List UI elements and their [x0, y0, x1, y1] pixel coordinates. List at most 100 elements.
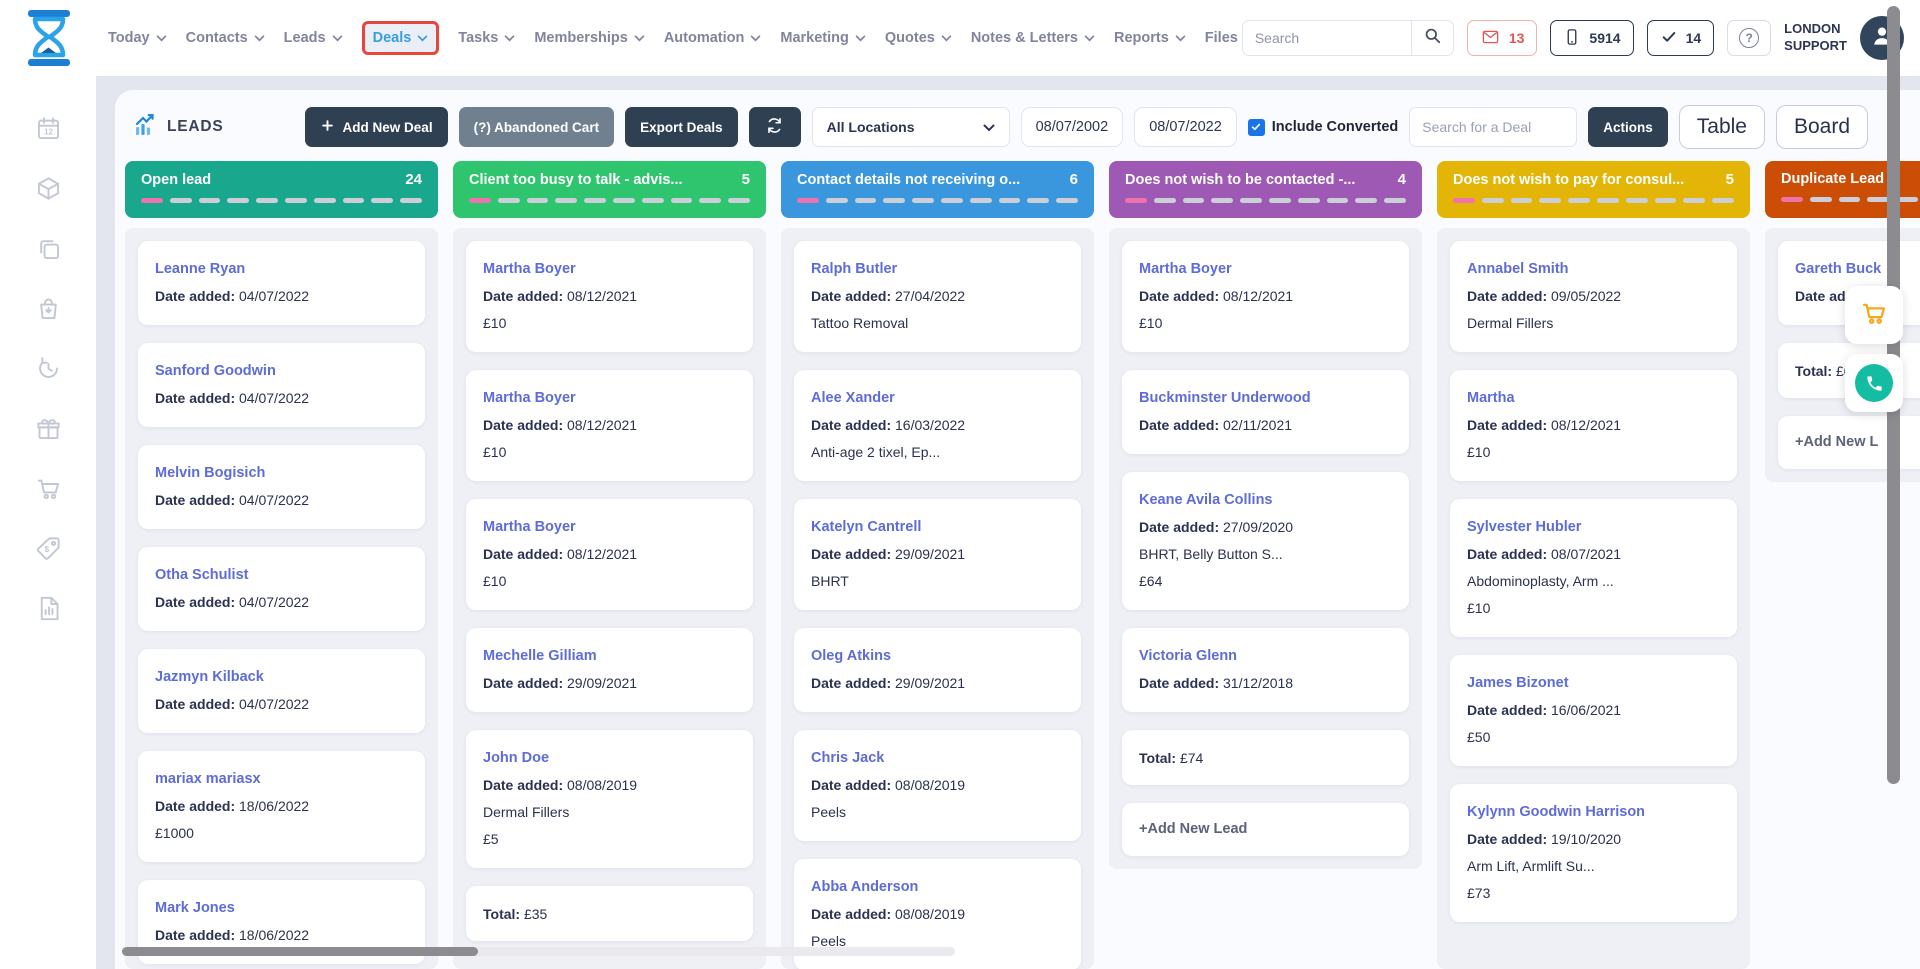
lead-name-link[interactable]: Jazmyn Kilback — [155, 669, 264, 685]
board-view-button[interactable]: Board — [1775, 105, 1869, 149]
sidebar-calendar-icon[interactable]: 12 — [35, 114, 62, 142]
lead-name-link[interactable]: Gareth Buck — [1795, 261, 1882, 277]
nav-item-marketing[interactable]: Marketing — [780, 30, 866, 46]
lead-card[interactable]: Sanford Goodwin Date added: 04/07/2022 — [138, 343, 425, 427]
lead-name-link[interactable]: James Bizonet — [1467, 675, 1569, 691]
search-input[interactable] — [1242, 30, 1411, 46]
lead-card[interactable]: Melvin Bogisich Date added: 04/07/2022 — [138, 445, 425, 529]
lead-card[interactable]: Kylynn Goodwin Harrison Date added: 19/10… — [1450, 784, 1737, 922]
tasks-button[interactable]: 14 — [1646, 20, 1715, 56]
lead-card[interactable]: Otha Schulist Date added: 04/07/2022 — [138, 547, 425, 631]
lead-card[interactable]: Martha Boyer Date added: 08/12/2021 £10 — [466, 499, 753, 610]
lead-name-link[interactable]: Ralph Butler — [811, 261, 898, 277]
horizontal-scrollbar[interactable] — [122, 947, 478, 956]
refresh-button[interactable] — [748, 107, 801, 147]
lead-card[interactable]: Buckminster Underwood Date added: 02/11/2… — [1122, 370, 1409, 454]
lead-card[interactable]: Keane Avila Collins Date added: 27/09/202… — [1122, 472, 1409, 610]
nav-item-tasks[interactable]: Tasks — [458, 30, 515, 46]
lead-name-link[interactable]: Kylynn Goodwin Harrison — [1467, 804, 1646, 820]
column-header[interactable]: Does not wish to pay for consul... 5 — [1437, 161, 1750, 218]
search-button[interactable] — [1410, 21, 1453, 55]
include-converted-checkbox[interactable]: Include Converted — [1247, 118, 1398, 136]
actions-button[interactable]: Actions — [1588, 107, 1668, 147]
lead-name-link[interactable]: Martha Boyer — [1139, 261, 1232, 277]
column-total-card[interactable]: Total: £74 — [1122, 730, 1409, 785]
column-header[interactable]: Contact details not receiving o... 6 — [781, 161, 1094, 218]
date-to-input[interactable]: 08/07/2022 — [1134, 107, 1237, 147]
checkbox-checked-icon[interactable] — [1247, 118, 1265, 136]
column-header[interactable]: Does not wish to be contacted -... 4 — [1109, 161, 1422, 218]
lead-card[interactable]: Ralph Butler Date added: 27/04/2022 Tattoo… — [794, 241, 1081, 352]
lead-card[interactable]: Jazmyn Kilback Date added: 04/07/2022 — [138, 649, 425, 733]
lead-name-link[interactable]: Martha — [1467, 390, 1515, 406]
lead-name-link[interactable]: Leanne Ryan — [155, 261, 246, 277]
add-new-deal-button[interactable]: Add New Deal — [304, 107, 448, 147]
sidebar-shopping-bag-icon[interactable] — [35, 294, 62, 322]
lead-name-link[interactable]: Melvin Bogisich — [155, 465, 266, 481]
date-from-input[interactable]: 08/07/2002 — [1020, 107, 1124, 147]
add-new-lead-card[interactable]: +Add New Lead — [1122, 803, 1409, 856]
nav-item-contacts[interactable]: Contacts — [186, 30, 265, 46]
lead-name-link[interactable]: Victoria Glenn — [1139, 648, 1238, 664]
nav-item-reports[interactable]: Reports — [1114, 30, 1186, 46]
sidebar-package-icon[interactable] — [35, 174, 62, 202]
lead-name-link[interactable]: Chris Jack — [811, 750, 885, 766]
lead-name-link[interactable]: Sylvester Hubler — [1467, 519, 1582, 535]
lead-name-link[interactable]: Mechelle Gilliam — [483, 648, 597, 664]
mail-notifications-button[interactable]: 13 — [1466, 20, 1538, 56]
lead-card[interactable]: James Bizonet Date added: 16/06/2021 £50 — [1450, 655, 1737, 766]
nav-item-notes-letters[interactable]: Notes & Letters — [971, 30, 1095, 46]
deal-search-input[interactable] — [1409, 107, 1578, 147]
lead-card[interactable]: Annabel Smith Date added: 09/05/2022 Derma… — [1450, 241, 1737, 352]
lead-name-link[interactable]: Buckminster Underwood — [1139, 390, 1311, 406]
sidebar-gift-icon[interactable] — [35, 414, 62, 442]
phone-fab-button[interactable] — [1845, 354, 1903, 412]
column-total-card[interactable]: Total: £35 — [466, 886, 753, 941]
sidebar-price-tag-icon[interactable]: $ — [35, 534, 62, 562]
calls-button[interactable]: 5914 — [1550, 20, 1634, 56]
column-header[interactable]: Open lead 24 — [125, 161, 438, 218]
lead-card[interactable]: Katelyn Cantrell Date added: 29/09/2021 BH… — [794, 499, 1081, 610]
nav-item-files[interactable]: Files — [1205, 30, 1238, 46]
location-filter-select[interactable]: All Locations — [811, 107, 1010, 147]
lead-name-link[interactable]: Martha Boyer — [483, 261, 576, 277]
nav-item-today[interactable]: Today — [108, 30, 167, 46]
lead-name-link[interactable]: Keane Avila Collins — [1139, 492, 1273, 508]
lead-card[interactable]: Martha Date added: 08/12/2021 £10 — [1450, 370, 1737, 481]
lead-card[interactable]: Alee Xander Date added: 16/03/2022 Anti-ag… — [794, 370, 1081, 481]
sidebar-cart-icon[interactable] — [35, 474, 62, 502]
lead-card[interactable]: mariax mariasx Date added: 18/06/2022 £100… — [138, 751, 425, 862]
lead-name-link[interactable]: John Doe — [483, 750, 550, 766]
nav-item-leads[interactable]: Leads — [284, 30, 343, 46]
lead-name-link[interactable]: Katelyn Cantrell — [811, 519, 922, 535]
lead-card[interactable]: Victoria Glenn Date added: 31/12/2018 — [1122, 628, 1409, 712]
help-button[interactable]: ? — [1727, 20, 1772, 56]
lead-name-link[interactable]: Alee Xander — [811, 390, 895, 406]
lead-card[interactable]: Mechelle Gilliam Date added: 29/09/2021 — [466, 628, 753, 712]
sidebar-history-icon[interactable] — [35, 354, 62, 382]
lead-name-link[interactable]: Abba Anderson — [811, 879, 919, 895]
lead-name-link[interactable]: Martha Boyer — [483, 519, 576, 535]
lead-card[interactable]: Martha Boyer Date added: 08/12/2021 £10 — [466, 241, 753, 352]
app-logo[interactable] — [26, 10, 72, 66]
lead-card[interactable]: Oleg Atkins Date added: 29/09/2021 — [794, 628, 1081, 712]
lead-card[interactable]: Martha Boyer Date added: 08/12/2021 £10 — [466, 370, 753, 481]
table-view-button[interactable]: Table — [1678, 105, 1765, 149]
lead-card[interactable]: John Doe Date added: 08/08/2019 Dermal Fil… — [466, 730, 753, 868]
nav-item-quotes[interactable]: Quotes — [885, 30, 952, 46]
nav-item-deals[interactable]: Deals — [361, 21, 440, 55]
lead-card[interactable]: Leanne Ryan Date added: 04/07/2022 — [138, 241, 425, 325]
lead-card[interactable]: Martha Boyer Date added: 08/12/2021 £10 — [1122, 241, 1409, 352]
lead-name-link[interactable]: Mark Jones — [155, 900, 235, 916]
abandoned-cart-button[interactable]: (?) Abandoned Cart — [458, 107, 615, 147]
lead-name-link[interactable]: mariax mariasx — [155, 771, 261, 787]
lead-card[interactable]: Sylvester Hubler Date added: 08/07/2021 Ab… — [1450, 499, 1737, 637]
export-deals-button[interactable]: Export Deals — [625, 107, 738, 147]
nav-item-memberships[interactable]: Memberships — [534, 30, 645, 46]
lead-name-link[interactable]: Sanford Goodwin — [155, 363, 276, 379]
sidebar-report-icon[interactable] — [35, 594, 62, 622]
cart-fab-button[interactable] — [1845, 286, 1903, 344]
lead-name-link[interactable]: Otha Schulist — [155, 567, 249, 583]
lead-card[interactable]: Chris Jack Date added: 08/08/2019 Peels — [794, 730, 1081, 841]
lead-name-link[interactable]: Martha Boyer — [483, 390, 576, 406]
